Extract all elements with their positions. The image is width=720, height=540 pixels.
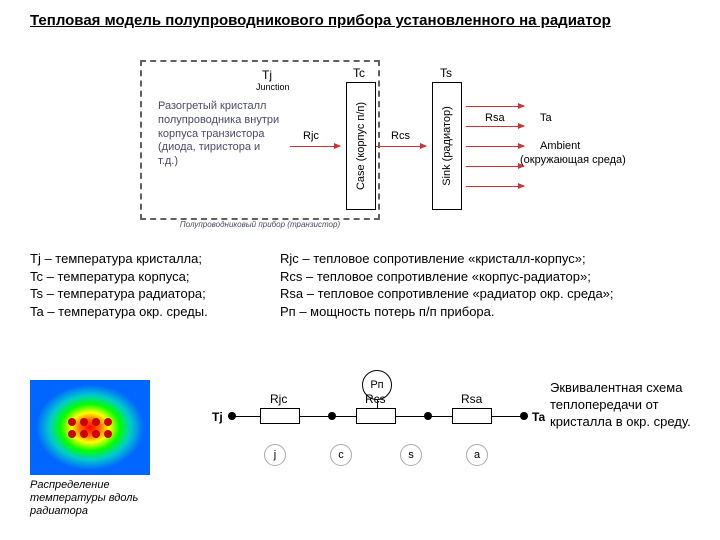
rjc-label: Rjc: [303, 130, 319, 142]
junction-description-box: Разогретый кристалл полупроводника внутр…: [152, 94, 287, 212]
case-box: Case (корпус п/п): [346, 82, 376, 210]
arrow-sa-5: [466, 186, 524, 187]
device-dashed-box: Tj Junction Разогретый кристалл полупров…: [140, 60, 380, 220]
rsa-sch-label: Rsa: [461, 392, 482, 406]
schematic-caption: Эквивалентная схема теплопередачи от кри…: [550, 380, 710, 431]
sink-label: Sink (радиатор): [441, 106, 453, 186]
rjc-sch-label: Rjc: [270, 392, 287, 406]
heat-hotspots: [68, 418, 112, 438]
page-title: Тепловая модель полупроводникового прибо…: [30, 12, 630, 29]
junction-label: Junction: [256, 82, 290, 92]
heat-caption: Распределение температуры вдоль радиатор…: [30, 479, 150, 519]
resistor-rjc: [260, 408, 300, 424]
rcs-sch-label: Rcs: [365, 392, 386, 406]
rcs-label: Rcs: [391, 130, 410, 142]
ta-label: Ta: [540, 112, 552, 124]
legend-ta: Ta – температура окр. среды.: [30, 303, 240, 321]
tj-label: Tj: [262, 68, 272, 82]
node-j: [228, 412, 236, 420]
ambient-label-1: Ambient: [540, 140, 580, 152]
node-a: [520, 412, 528, 420]
legend-rsa: Rsa – тепловое сопротивление «радиатор о…: [280, 285, 700, 303]
arrow-sa-4: [466, 166, 524, 167]
letter-c: c: [330, 444, 352, 466]
legend-pn: Pп – мощность потерь п/п прибора.: [280, 303, 700, 321]
heat-distribution-figure: Распределение температуры вдоль радиатор…: [30, 380, 150, 519]
dashed-box-caption: Полупроводниковый прибор (транзистор): [140, 220, 380, 229]
legend-temperatures: Tj – температура кристалла; Tc – темпера…: [30, 250, 240, 320]
arrow-jc: [290, 146, 340, 147]
legend-rjc: Rjc – тепловое сопротивление «кристалл-к…: [280, 250, 700, 268]
legend-ts: Ts – температура радиатора;: [30, 285, 240, 303]
tj-sch-label: Tj: [212, 410, 223, 424]
arrow-sa-2: [466, 126, 524, 127]
legend-tj: Tj – температура кристалла;: [30, 250, 240, 268]
arrow-sa-1: [466, 106, 524, 107]
letter-j: j: [264, 444, 286, 466]
letter-s: s: [400, 444, 422, 466]
ta-sch-label: Ta: [532, 410, 545, 424]
letter-a: a: [466, 444, 488, 466]
node-c: [328, 412, 336, 420]
equivalent-circuit: Pп Rjc Rcs Rsa Tj Ta j c s a: [210, 370, 540, 470]
resistor-rsa: [452, 408, 492, 424]
heat-map-image: [30, 380, 150, 475]
node-s: [424, 412, 432, 420]
tc-label: Tc: [353, 66, 365, 80]
legend-tc: Tc – температура корпуса;: [30, 268, 240, 286]
legend-rcs: Rcs – тепловое сопротивление «корпус-рад…: [280, 268, 700, 286]
thermal-model-diagram: Tj Junction Разогретый кристалл полупров…: [140, 60, 670, 230]
arrow-cs: [376, 146, 426, 147]
case-label: Case (корпус п/п): [355, 102, 367, 190]
sink-box: Sink (радиатор): [432, 82, 462, 210]
resistor-rcs: [356, 408, 396, 424]
ambient-label-2: (окружающая среда): [520, 154, 626, 166]
rsa-label: Rsa: [485, 112, 505, 124]
ts-label: Ts: [440, 66, 452, 80]
arrow-sa-3: [466, 146, 524, 147]
legend-resistances: Rjc – тепловое сопротивление «кристалл-к…: [280, 250, 700, 320]
